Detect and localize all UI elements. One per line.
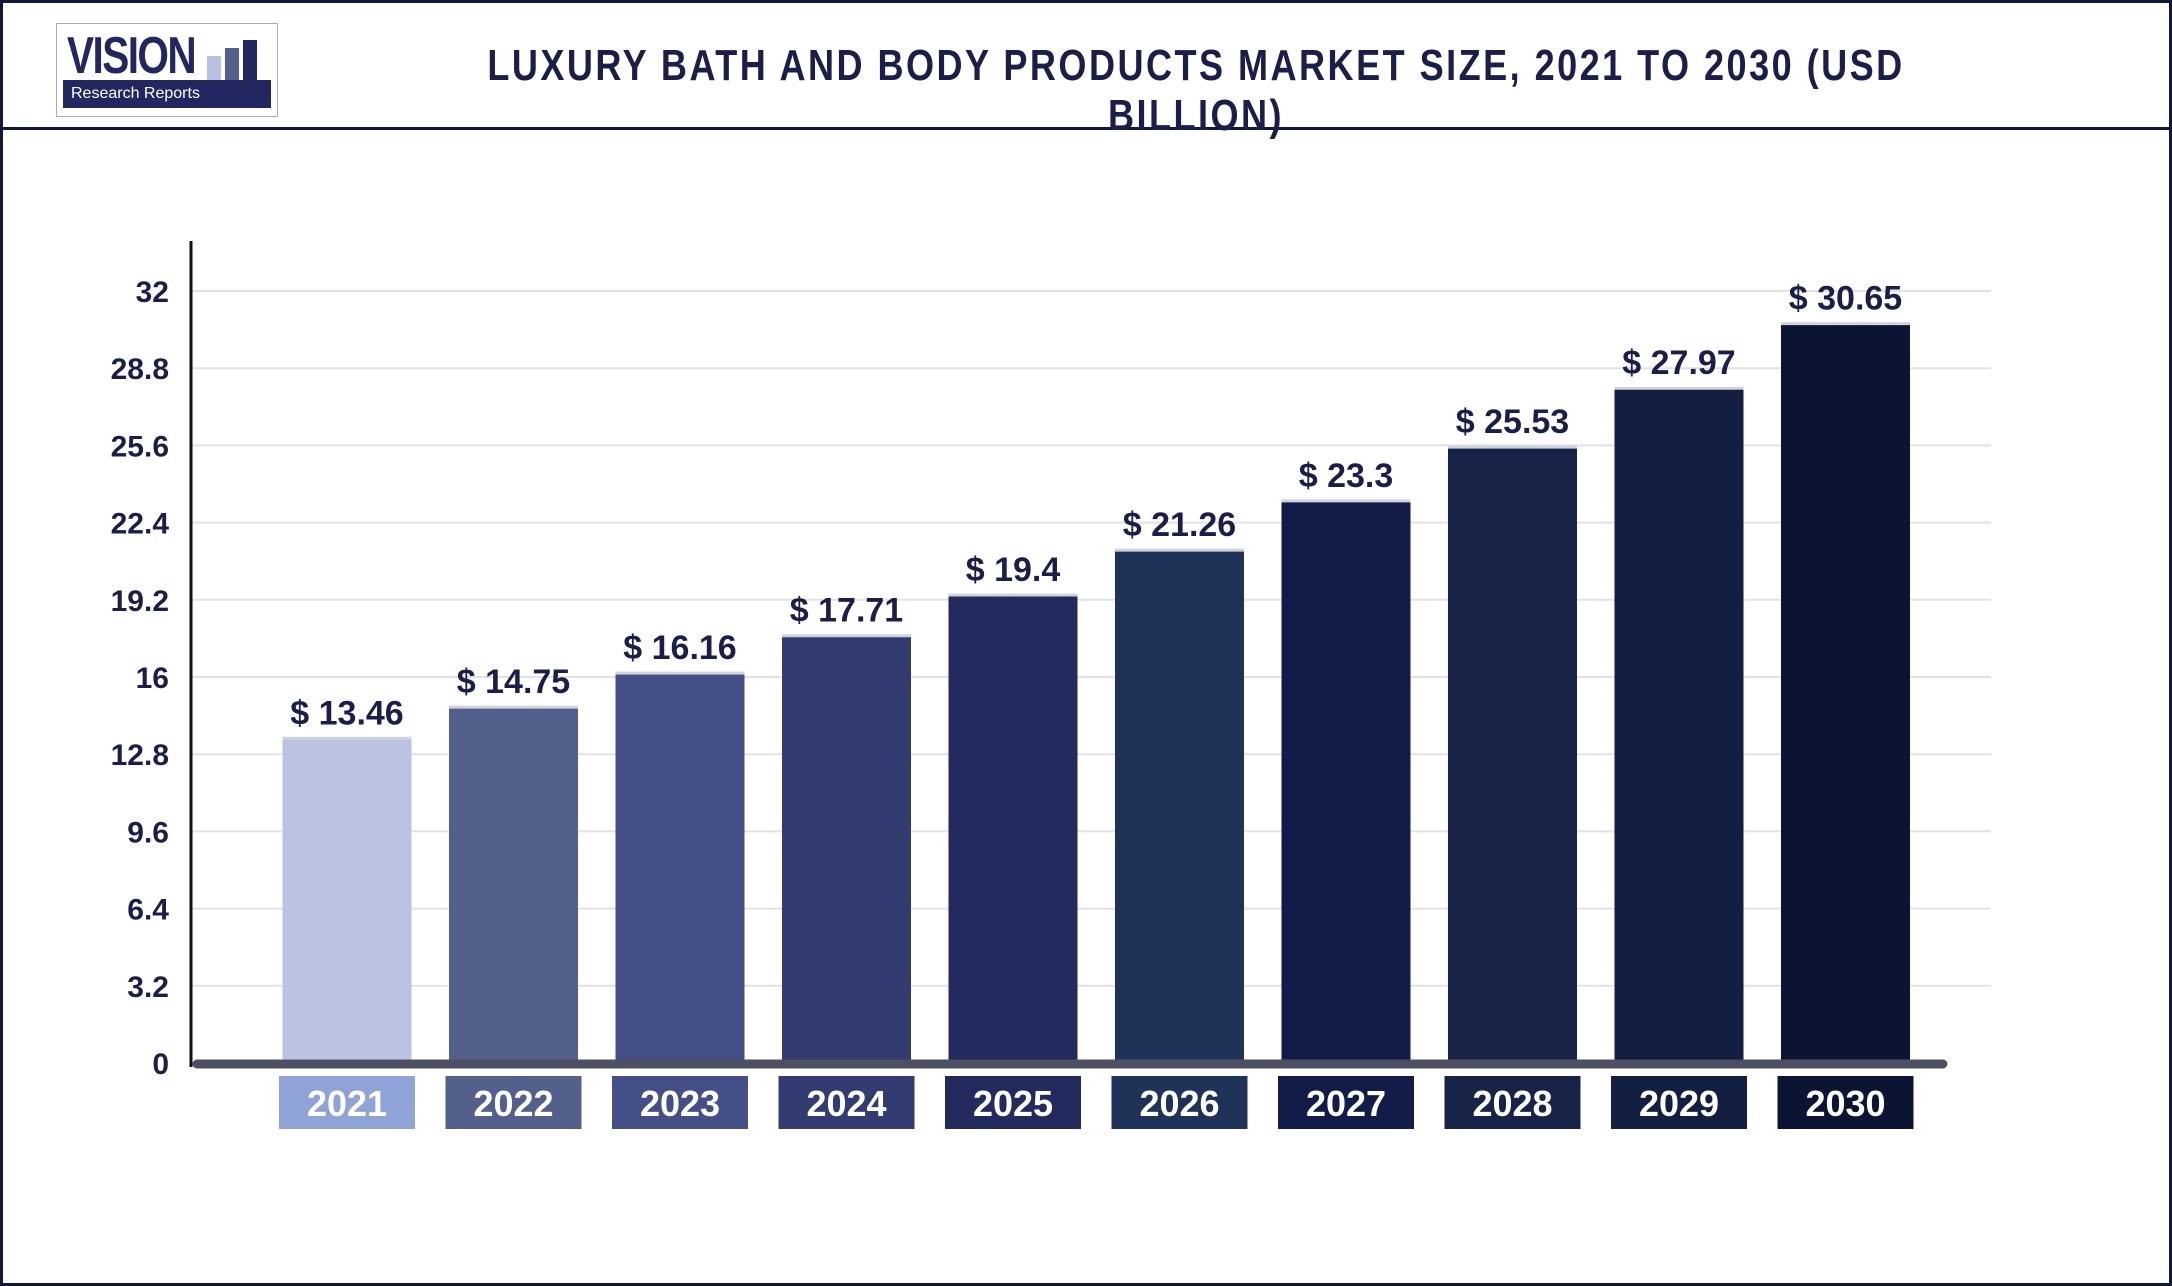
value-label: $ 17.71 [790,592,903,630]
x-tick-label: 2023 [640,1083,720,1124]
y-tick-label: 16 [136,662,169,695]
x-tick-label: 2021 [307,1083,387,1124]
y-tick-label: 25.6 [111,430,169,463]
bar-2029 [1614,388,1744,1063]
y-tick-label: 6.4 [127,894,169,927]
x-tick-label: 2022 [473,1083,553,1124]
x-label-box [945,1076,1081,1129]
y-tick-label: 12.8 [111,739,169,772]
value-label: $ 16.16 [623,629,736,667]
logo-bar-icon [225,48,239,80]
y-tick-label: 3.2 [127,971,169,1004]
bar-2022 [449,707,578,1063]
y-tick-label: 28.8 [111,353,169,386]
bar-2024 [782,635,911,1063]
logo-bar-icon [207,56,221,80]
value-label: $ 30.65 [1789,280,1902,318]
y-tick-label: 22.4 [111,508,170,541]
x-label-box [612,1076,748,1129]
x-tick-label: 2027 [1306,1083,1386,1124]
bar-2028 [1448,447,1577,1063]
logo-word: VISION [67,27,197,85]
bar-chart: 0 3.2 6.4 9.6 12.8 16 19.2 22.4 25.6 28.8 32 $ 13.4… [111,241,1991,1129]
bar-2025 [948,594,1078,1063]
x-tick-label: 2030 [1805,1083,1885,1124]
bar-2030 [1781,323,1910,1064]
x-tick-label: 2025 [973,1083,1053,1124]
logo-bar-icon [243,40,257,80]
value-label: $ 27.97 [1622,344,1735,382]
y-tick-label: 0 [152,1048,169,1081]
value-label: $ 21.26 [1123,506,1236,544]
chart-title: LUXURY BATH AND BODY PRODUCTS MARKET SIZ… [487,41,1905,140]
x-label-box [1278,1076,1414,1129]
x-tick-label: 2024 [806,1083,886,1124]
x-tick-label: 2028 [1472,1083,1552,1124]
bar-2027 [1281,500,1411,1063]
x-label-box [445,1076,582,1129]
x-label-box [1777,1076,1914,1129]
x-label-box [1444,1076,1581,1129]
x-tick-label: 2029 [1639,1083,1719,1124]
y-tick-label: 19.2 [111,585,169,618]
x-tick-label: 2026 [1139,1083,1219,1124]
header: VISION Research Reports LUXURY BATH AND … [3,3,2169,140]
bar-2023 [615,673,745,1063]
value-label: $ 13.46 [290,694,403,732]
bar-2021 [282,738,412,1063]
x-label-box [279,1076,415,1129]
value-label: $ 14.75 [457,663,570,701]
vision-research-reports-logo: VISION Research Reports [56,23,278,117]
bar-2026 [1115,550,1244,1063]
x-label-box [1111,1076,1248,1129]
value-label: $ 19.4 [966,551,1061,589]
value-label: $ 25.53 [1456,403,1569,441]
logo-tagline: Research Reports [63,80,271,108]
value-label: $ 23.3 [1299,457,1394,495]
y-tick-label: 32 [136,276,169,309]
y-tick-label: 9.6 [127,816,169,849]
x-label-box [778,1076,915,1129]
x-label-box [1611,1076,1747,1129]
